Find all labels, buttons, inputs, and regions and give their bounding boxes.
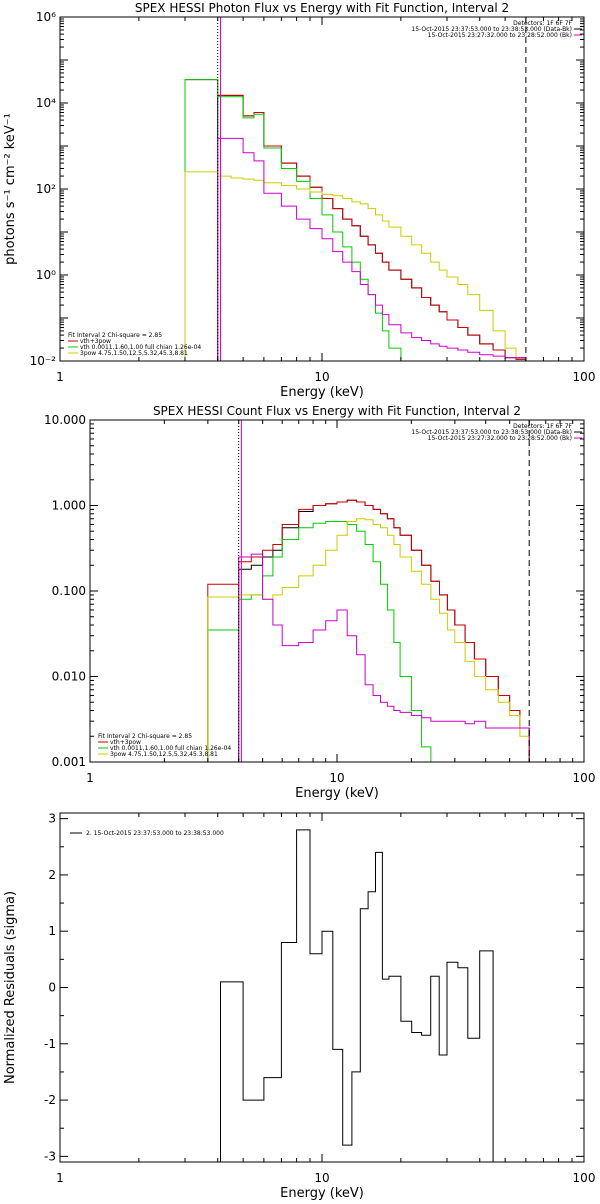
fit-legend-label: vth+3pow — [80, 338, 111, 345]
series-line-1 — [220, 829, 526, 1162]
y-tick-label: 10⁴ — [36, 96, 56, 110]
fit-legend-label: 3pow 4.75,1.50,12.5,5.32,45.3,8.81 — [110, 751, 218, 758]
x-tick-label: 1 — [56, 370, 64, 384]
chart-panel-2: SPEX HESSI Count Flux vs Energy with Fit… — [44, 404, 595, 801]
series-line-4 — [207, 518, 530, 762]
y-tick-label: 0.010 — [52, 670, 86, 684]
x-tick-label: 1 — [56, 1171, 64, 1185]
y-tick-label: 2 — [48, 868, 56, 882]
y-tick-label: -3 — [44, 1149, 56, 1163]
series-group — [220, 829, 526, 1162]
y-tick-label: 10⁻² — [30, 354, 57, 368]
y-tick-label: 0.100 — [52, 584, 86, 598]
fit-legend-header: Fit Interval 2 Chi-square = 2.85 — [68, 332, 162, 339]
chart-title: SPEX HESSI Photon Flux vs Energy with Fi… — [135, 1, 509, 15]
fit-legend-label: vth 0.0011,1.60,1.00 full chian 1.26e-04 — [110, 745, 231, 752]
y-tick-label: 1 — [48, 924, 56, 938]
y-tick-label: 3 — [48, 812, 56, 826]
info-text-3: 15-Oct-2015 23:27:32.000 to 23:28:52.000… — [428, 435, 572, 442]
y-axis-label: Normalized Residuals (sigma) — [3, 891, 18, 1084]
series-line-2 — [184, 79, 527, 361]
fit-legend-label: 3pow 4.75,1.50,12.5,5.32,45.3,8.81 — [80, 350, 188, 357]
series-group — [207, 499, 530, 762]
info-text-3: 15-Oct-2015 23:27:32.000 to 23:28:52.000… — [428, 32, 572, 39]
fit-legend-label: vth+3pow — [110, 739, 141, 746]
chart-title: SPEX HESSI Count Flux vs Energy with Fit… — [153, 404, 521, 418]
x-tick-label: 1 — [86, 771, 94, 785]
info-text-2: 15-Oct-2015 23:37:53.000 to 23:38:53.000… — [411, 429, 572, 436]
info-text-2: 15-Oct-2015 23:37:53.000 to 23:38:53.000… — [411, 26, 572, 33]
x-tick-label: 100 — [573, 771, 596, 785]
x-axis-label: Energy (keV) — [280, 1186, 364, 1200]
info-text-1: Detectors: 1F 6F 7F — [513, 423, 572, 430]
legend-label: 2. 15-Oct-2015 23:37:53.000 to 23:38:53.… — [86, 830, 224, 837]
plot-frame — [59, 812, 585, 1163]
x-tick-label: 100 — [573, 370, 596, 384]
fit-legend-label: vth 0.0011,1.60,1.00 full chian 1.26e-04 — [80, 344, 201, 351]
chart-panel-1: SPEX HESSI Photon Flux vs Energy with Fi… — [3, 1, 595, 400]
x-tick-label: 10 — [314, 370, 329, 384]
chart-panel-3: 1 10 100 Energy (keV) -3 -2 -1 0 1 2 3 Normalized R… — [3, 812, 596, 1201]
x-tick-label: 100 — [573, 1171, 596, 1185]
x-tick-label: 10 — [329, 771, 344, 785]
y-tick-label: 0.001 — [52, 755, 86, 769]
series-line-5 — [238, 553, 530, 762]
y-tick-label: 10.000 — [44, 413, 86, 427]
series-line-3 — [184, 79, 412, 361]
fit-legend-header: Fit Interval 2 Chi-square = 2.85 — [98, 733, 192, 740]
y-tick-label: 10⁶ — [36, 10, 56, 24]
x-tick-label: 10 — [314, 1171, 329, 1185]
y-tick-label: 10² — [36, 182, 56, 196]
x-axis-label: Energy (keV) — [280, 385, 364, 400]
y-tick-label: 1.000 — [52, 499, 86, 513]
y-axis-label: photons s⁻¹ cm⁻² keV⁻¹ — [3, 113, 18, 265]
y-tick-label: 10⁰ — [36, 268, 56, 282]
y-tick-label: -1 — [44, 1037, 56, 1051]
series-line-4 — [184, 171, 527, 361]
series-group — [184, 79, 527, 361]
info-text-1: Detectors: 1F 6F 7F — [513, 20, 572, 27]
series-line-5 — [217, 137, 527, 361]
x-axis-label: Energy (keV) — [295, 786, 379, 801]
y-tick-label: 0 — [48, 981, 56, 995]
series-line-2 — [207, 499, 530, 762]
y-tick-label: -2 — [44, 1093, 56, 1107]
